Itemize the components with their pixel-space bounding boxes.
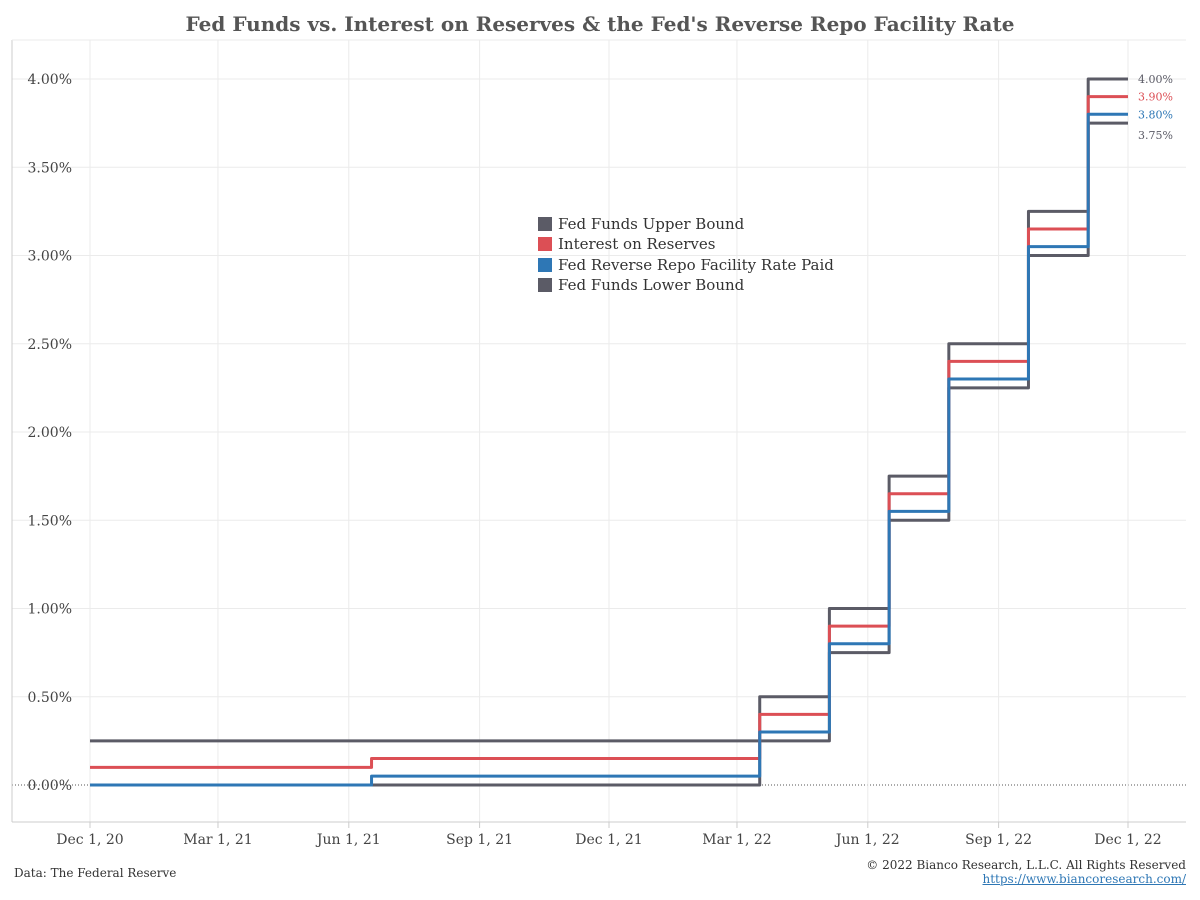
x-tick-label: Jun 1, 22 bbox=[834, 832, 900, 848]
legend-swatch bbox=[538, 217, 552, 232]
x-tick-label: Sep 1, 22 bbox=[965, 832, 1032, 848]
series-end-label: 3.90% bbox=[1138, 91, 1173, 104]
grid-layer bbox=[12, 40, 1186, 822]
y-tick-label: 1.00% bbox=[28, 602, 72, 618]
legend-item: Fed Funds Lower Bound bbox=[538, 275, 834, 295]
series-end-label: 3.80% bbox=[1138, 108, 1173, 121]
legend-swatch bbox=[538, 237, 552, 252]
x-tick-label: Dec 1, 20 bbox=[56, 832, 123, 848]
series-fed-funds-lower bbox=[90, 121, 1128, 787]
y-tick-label: 3.00% bbox=[28, 249, 72, 265]
y-tick-label: 0.50% bbox=[28, 690, 72, 706]
x-tick-label: Jun 1, 21 bbox=[315, 832, 381, 848]
legend-label: Fed Funds Upper Bound bbox=[558, 215, 745, 234]
y-tick-label: 1.50% bbox=[28, 513, 72, 529]
series-end-label: 4.00% bbox=[1138, 73, 1173, 86]
legend-swatch bbox=[538, 278, 552, 293]
y-tick-label: 0.00% bbox=[28, 778, 72, 794]
x-tick-label: Mar 1, 21 bbox=[183, 832, 252, 848]
legend-label: Interest on Reserves bbox=[558, 235, 716, 254]
copyright-note: © 2022 Bianco Research, L.L.C. All Right… bbox=[866, 858, 1186, 872]
label-layer: 0.00% 0.50% 1.00% 1.50% 2.00% 2.50% 3.00% 3.50%… bbox=[28, 72, 1173, 848]
legend: Fed Funds Upper Bound Interest on Reserve… bbox=[538, 214, 834, 295]
legend-label: Fed Reverse Repo Facility Rate Paid bbox=[558, 255, 834, 274]
series-end-label: 3.75% bbox=[1138, 129, 1173, 142]
x-tick-label: Dec 1, 21 bbox=[575, 832, 642, 848]
x-tick-label: Dec 1, 22 bbox=[1094, 832, 1161, 848]
y-tick-label: 2.00% bbox=[28, 425, 72, 441]
y-tick-label: 2.50% bbox=[28, 337, 72, 353]
axis-layer bbox=[11, 39, 1186, 828]
series-reverse-repo-rate bbox=[90, 112, 1128, 787]
series-layer bbox=[90, 77, 1128, 787]
x-tick-label: Mar 1, 22 bbox=[702, 832, 771, 848]
legend-item: Fed Funds Upper Bound bbox=[538, 214, 834, 234]
series-fed-funds-upper bbox=[90, 77, 1128, 743]
chart-title: Fed Funds vs. Interest on Reserves & the… bbox=[185, 12, 1015, 36]
website-link[interactable]: https://www.biancoresearch.com/ bbox=[982, 872, 1186, 886]
y-tick-label: 3.50% bbox=[28, 160, 72, 176]
y-tick-label: 4.00% bbox=[28, 72, 72, 88]
data-source-note: Data: The Federal Reserve bbox=[14, 866, 177, 880]
x-tick-label: Sep 1, 21 bbox=[446, 832, 513, 848]
legend-swatch bbox=[538, 257, 552, 272]
legend-item: Fed Reverse Repo Facility Rate Paid bbox=[538, 255, 834, 275]
legend-item: Interest on Reserves bbox=[538, 234, 834, 254]
legend-label: Fed Funds Lower Bound bbox=[558, 276, 745, 295]
